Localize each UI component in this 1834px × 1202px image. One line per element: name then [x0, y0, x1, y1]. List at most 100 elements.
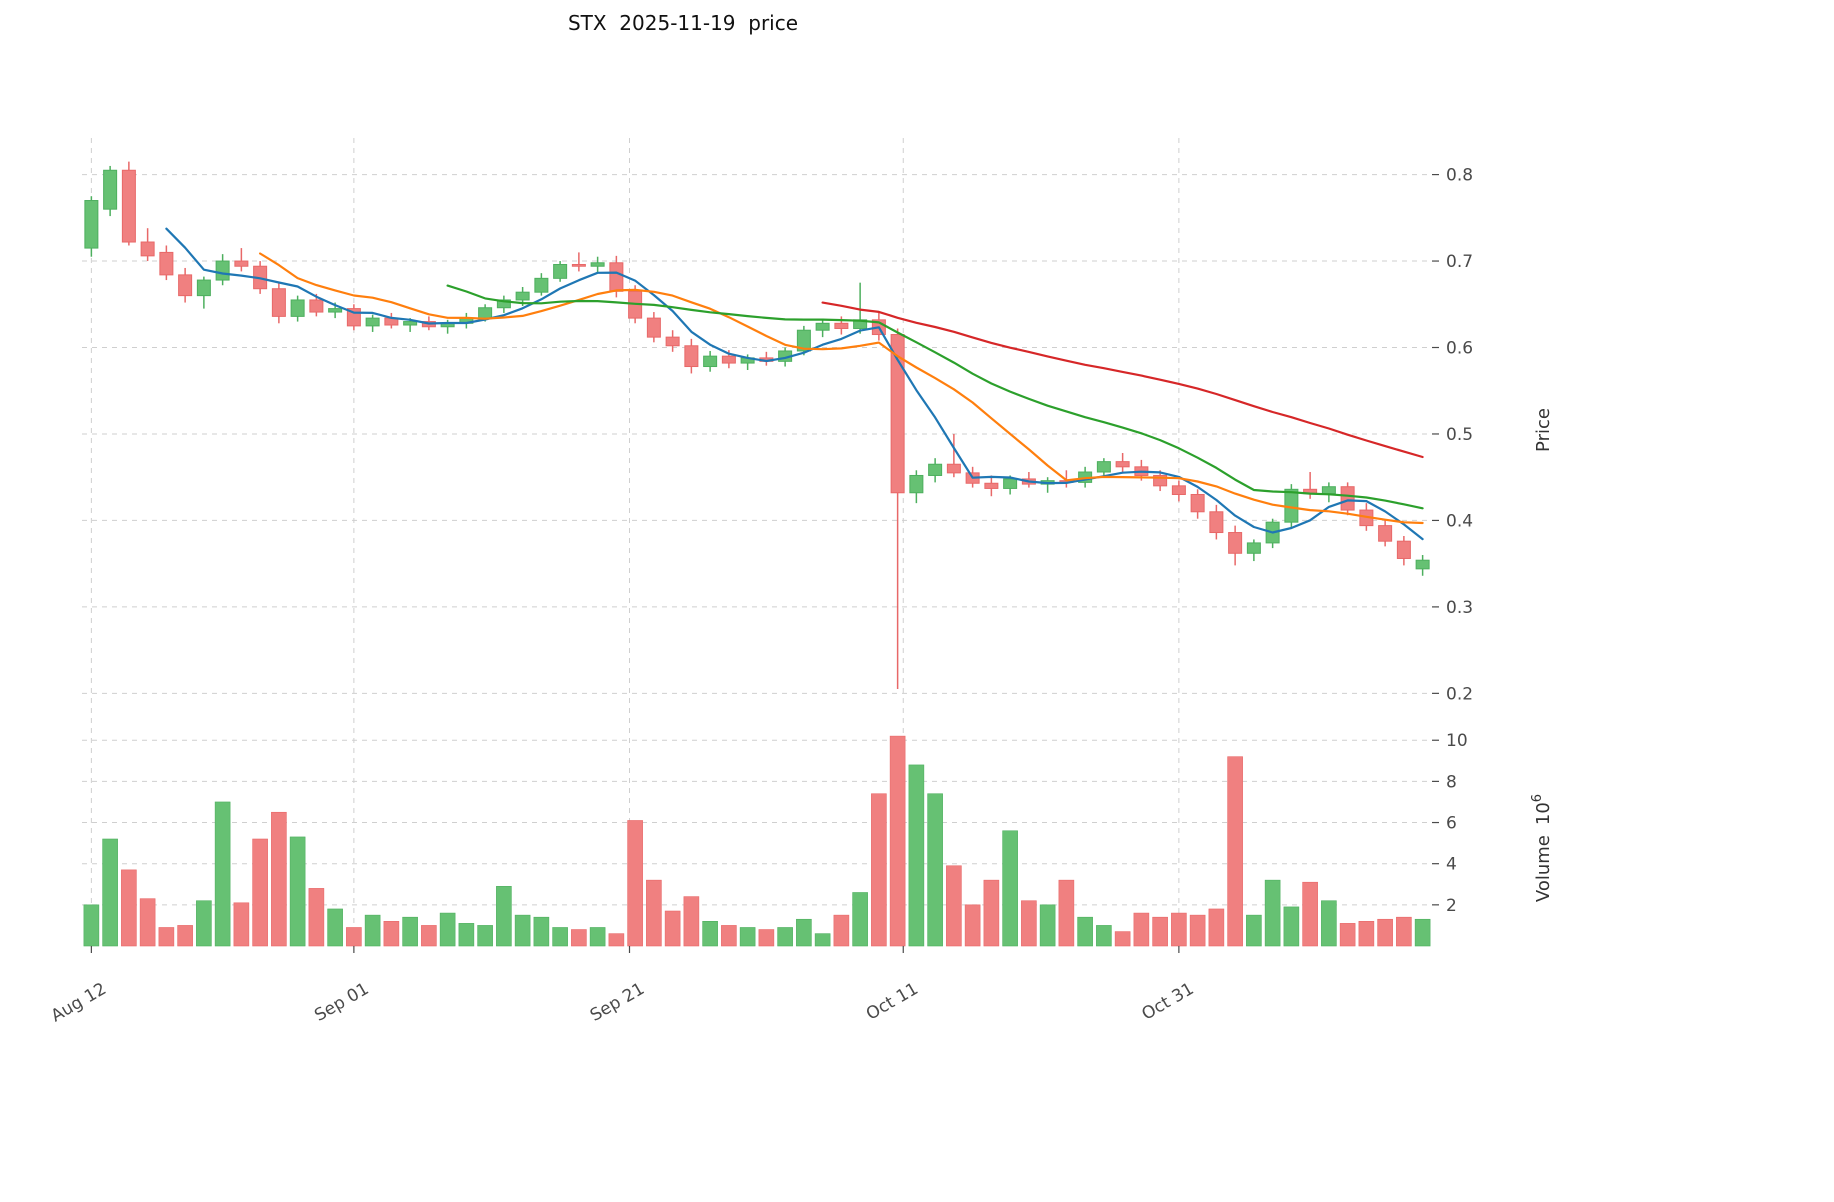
volume-bar	[946, 865, 962, 947]
volume-axis-exponent: 6	[1530, 794, 1545, 802]
volume-bar	[1171, 912, 1187, 947]
volume-bar	[983, 879, 1000, 947]
volume-bar	[777, 927, 793, 947]
volume-bar	[1321, 900, 1337, 947]
candle-body	[309, 299, 324, 313]
candle-body	[290, 299, 305, 317]
candle-body	[1153, 474, 1168, 487]
candle-body	[196, 279, 211, 297]
candle-body	[496, 299, 511, 309]
volume-bar	[1039, 904, 1056, 947]
candle-body	[328, 308, 343, 313]
volume-bar	[458, 923, 475, 947]
volume-bar	[102, 838, 118, 947]
volume-bar	[608, 933, 625, 947]
volume-bar	[1414, 918, 1431, 947]
candle-body	[1190, 493, 1205, 513]
volume-bar	[1077, 916, 1093, 947]
volume-bar	[646, 879, 662, 947]
volume-bar	[1264, 879, 1281, 947]
grid	[82, 138, 1432, 946]
volume-bar	[552, 927, 568, 947]
x-tick-label: Sep 01	[311, 979, 372, 1026]
candle-body	[140, 241, 155, 257]
volume-bar	[852, 892, 868, 947]
volume-bar	[1227, 756, 1243, 947]
ma-line-5	[165, 227, 1424, 541]
candle-body	[1378, 525, 1393, 542]
volume-bar	[439, 912, 456, 947]
candle-body	[84, 200, 99, 249]
candle-body	[1246, 542, 1261, 554]
x-tick-label: Sep 21	[587, 979, 648, 1026]
volume-bar	[739, 927, 756, 947]
volume-bar	[1396, 916, 1412, 947]
candle-body	[1228, 532, 1243, 554]
volume-bar	[496, 886, 512, 947]
candle-body	[590, 262, 605, 267]
ma-line-40	[821, 301, 1424, 459]
x-tick-label: Oct 31	[1138, 979, 1197, 1025]
volume-bar	[889, 735, 906, 947]
volume-bar	[83, 904, 100, 947]
candle-body	[909, 474, 924, 494]
candle-body	[665, 336, 680, 347]
volume-bar	[1377, 918, 1393, 947]
volume-bar	[1283, 906, 1300, 947]
volume-bar	[702, 921, 718, 947]
volume-bar	[308, 888, 325, 947]
volume-bar	[814, 933, 831, 947]
volume-bar	[683, 896, 700, 947]
volume-bar	[1096, 925, 1112, 947]
volume-bar	[1021, 900, 1037, 947]
volume-bar	[1208, 908, 1225, 947]
candle-body	[1115, 461, 1130, 468]
volume-bar	[177, 925, 193, 947]
volume-bar	[796, 918, 812, 947]
volume-tick-label: 2	[1446, 896, 1457, 916]
volume-bar	[589, 927, 606, 947]
volume-bar	[1058, 879, 1075, 947]
volume-tick-label: 8	[1446, 772, 1457, 792]
candle-body	[534, 277, 549, 293]
candle-body	[553, 264, 568, 279]
candle-body	[365, 317, 380, 327]
candle-body	[1171, 485, 1186, 495]
candle-body	[215, 260, 230, 281]
candle-body	[403, 321, 418, 326]
candle-body	[103, 169, 118, 210]
volume-bar	[1339, 923, 1356, 947]
volume-bar	[233, 902, 250, 947]
candle-body	[609, 262, 624, 292]
volume-bar	[383, 921, 400, 947]
price-tick-label: 0.8	[1446, 166, 1473, 186]
candle-body	[1096, 461, 1111, 473]
volume-bar	[121, 869, 137, 947]
candle-body	[159, 251, 174, 276]
volume-bar	[514, 914, 531, 947]
volume-bar	[533, 916, 550, 947]
volume-bar	[289, 836, 306, 947]
candle-body	[796, 329, 811, 352]
volume-bar	[158, 927, 175, 947]
volume-bars	[83, 735, 1431, 947]
price-tick-label: 0.5	[1446, 425, 1473, 445]
candle-body	[984, 482, 999, 489]
volume-bar	[1246, 914, 1262, 947]
volume-bar	[402, 916, 418, 947]
price-tick-label: 0.7	[1446, 252, 1473, 272]
volume-bar	[627, 820, 643, 947]
candle-body	[178, 274, 193, 297]
volume-tick-label: 6	[1446, 814, 1457, 834]
candle-body	[515, 291, 530, 301]
volume-bar	[1189, 914, 1206, 947]
candle-body	[478, 307, 493, 319]
volume-bar	[477, 925, 493, 947]
volume-bar	[346, 927, 362, 947]
volume-bar	[139, 898, 156, 947]
moving-average-lines	[165, 227, 1424, 541]
volume-bar	[1133, 912, 1150, 947]
volume-bar	[1114, 931, 1131, 947]
volume-bar	[964, 904, 981, 947]
